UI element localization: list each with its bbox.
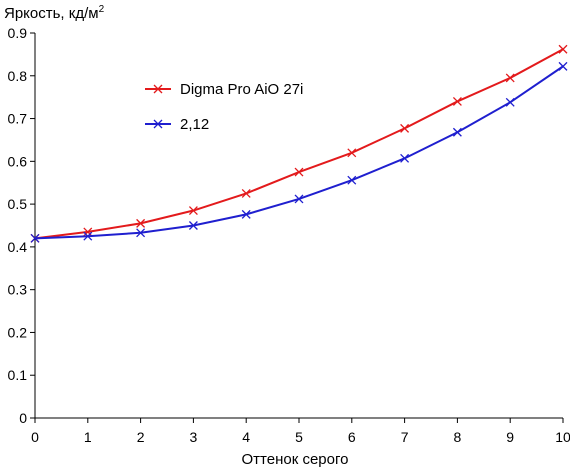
x-tick-label: 8	[454, 429, 462, 445]
data-point	[241, 209, 251, 219]
marker-stroke	[452, 96, 462, 106]
y-axis-title-superscript: 2	[99, 4, 105, 15]
marker-stroke	[558, 61, 568, 71]
series-2	[30, 61, 568, 243]
data-point	[505, 73, 515, 83]
data-point	[294, 167, 304, 177]
marker-stroke	[241, 209, 251, 219]
data-point	[347, 148, 357, 158]
marker-stroke	[136, 218, 146, 228]
y-tick-label: 0.8	[8, 68, 28, 84]
x-tick-label: 6	[348, 429, 356, 445]
marker-stroke	[294, 194, 304, 204]
y-tick-label: 0.9	[8, 25, 28, 41]
legend-label: 2,12	[180, 116, 209, 133]
x-tick-label: 0	[31, 429, 39, 445]
data-point	[136, 218, 146, 228]
series-1	[30, 44, 568, 243]
marker-stroke	[294, 167, 304, 177]
y-tick-label: 0.5	[8, 196, 28, 212]
data-point	[83, 231, 93, 241]
data-point	[188, 206, 198, 215]
data-point	[294, 194, 304, 204]
series-layer	[30, 44, 568, 243]
marker-stroke	[347, 175, 357, 185]
y-tick-label: 0.6	[8, 153, 28, 169]
data-point	[400, 153, 410, 163]
x-axis-title: Оттенок серого	[242, 451, 349, 468]
y-axis-title-text: Яркость, кд/м	[4, 5, 99, 22]
series-line	[34, 48, 564, 240]
x-tick-label: 9	[506, 429, 514, 445]
data-point	[188, 221, 198, 230]
marker-stroke	[505, 73, 515, 83]
marker-stroke	[452, 127, 462, 137]
marker-stroke	[558, 44, 568, 54]
marker-stroke	[188, 221, 198, 230]
legend-label: Digma Pro AiO 27i	[180, 81, 303, 98]
y-tick-label: 0.2	[8, 324, 28, 340]
y-tick-label: 0.7	[8, 111, 28, 127]
data-point	[452, 127, 462, 137]
y-tick-label: 0	[19, 410, 27, 426]
legend-item-2: 2,12	[145, 116, 209, 133]
y-tick-label: 0.4	[8, 239, 28, 255]
x-tick-label: 10	[555, 429, 570, 445]
data-point	[400, 123, 410, 133]
legend-marker	[153, 119, 163, 129]
legend-item-1: Digma Pro AiO 27i	[145, 81, 303, 98]
legend: Digma Pro AiO 27i 2,12	[145, 81, 303, 133]
data-point	[558, 44, 568, 54]
legend-marker	[153, 84, 163, 94]
marker-stroke	[400, 153, 410, 163]
data-point	[136, 228, 146, 238]
marker-stroke	[136, 228, 146, 238]
x-tick-label: 7	[401, 429, 409, 445]
marker-stroke	[188, 206, 198, 215]
data-point	[452, 96, 462, 106]
y-tick-label: 0.1	[8, 367, 28, 383]
marker-stroke	[505, 97, 515, 107]
x-tick-label: 2	[137, 429, 145, 445]
marker-stroke	[153, 84, 163, 94]
marker-stroke	[347, 148, 357, 158]
y-tick-label: 0.3	[8, 282, 28, 298]
marker-stroke	[153, 119, 163, 129]
data-point	[241, 188, 251, 198]
y-axis-title: Яркость, кд/м2	[4, 4, 105, 22]
data-point	[83, 227, 93, 237]
data-point	[505, 97, 515, 107]
x-tick-label: 5	[295, 429, 303, 445]
data-point	[558, 61, 568, 71]
data-point	[30, 233, 40, 243]
x-tick-label: 1	[84, 429, 92, 445]
x-tick-label: 3	[190, 429, 198, 445]
data-point	[347, 175, 357, 185]
marker-stroke	[83, 227, 93, 237]
marker-stroke	[400, 123, 410, 133]
marker-stroke	[241, 188, 251, 198]
x-tick-label: 4	[242, 429, 250, 445]
axes: 0 0.1 0.2 0.3 0.4 0.5 0.6 0.7 0.8 0.9 0 1 2 3 4 5 6 7 8 9 10	[8, 25, 570, 445]
marker-stroke	[83, 231, 93, 241]
marker-stroke	[30, 233, 40, 243]
